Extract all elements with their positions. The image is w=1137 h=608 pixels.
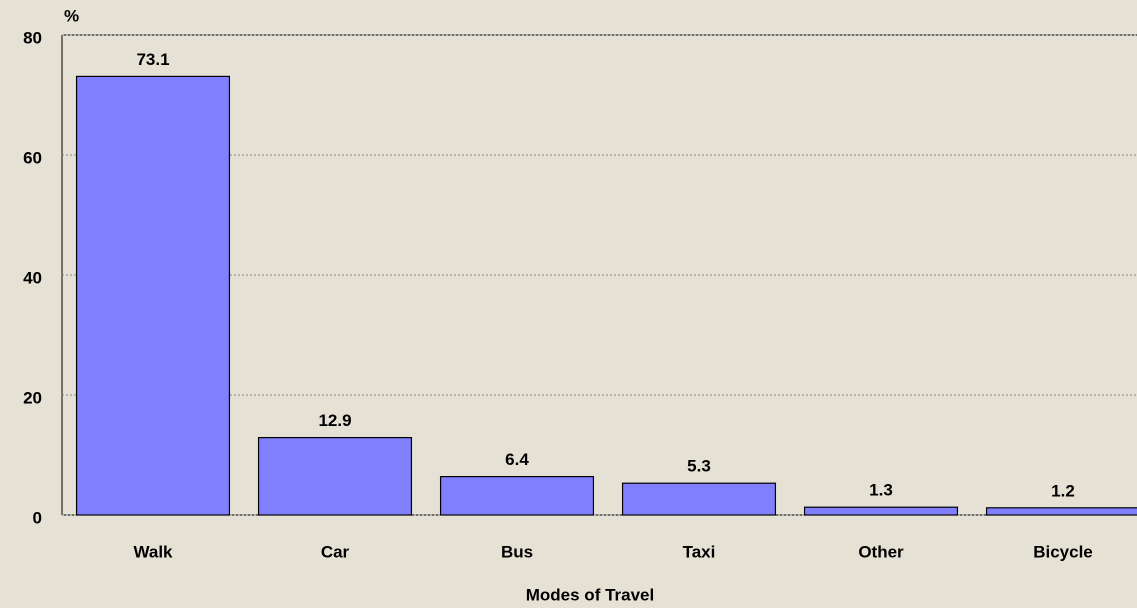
x-tick-label: Taxi bbox=[683, 542, 716, 561]
bar bbox=[985, 507, 1137, 516]
y-tick-label: 80 bbox=[23, 28, 42, 47]
value-label: 12.9 bbox=[318, 411, 351, 430]
bar bbox=[75, 75, 231, 516]
y-tick-label: 20 bbox=[23, 388, 42, 407]
bar bbox=[257, 437, 413, 516]
value-label: 73.1 bbox=[136, 50, 169, 69]
x-tick-label: Car bbox=[321, 542, 350, 561]
x-tick-label: Walk bbox=[133, 542, 173, 561]
x-tick-label: Bicycle bbox=[1033, 542, 1093, 561]
value-label: 5.3 bbox=[687, 457, 711, 476]
y-axis-title: % bbox=[64, 6, 79, 25]
value-label: 1.3 bbox=[869, 481, 893, 500]
y-tick-label: 60 bbox=[23, 148, 42, 167]
value-label: 1.2 bbox=[1051, 481, 1075, 500]
x-axis-title: Modes of Travel bbox=[526, 585, 654, 604]
bar bbox=[803, 506, 959, 516]
bar bbox=[621, 482, 777, 516]
x-tick-label: Bus bbox=[501, 542, 533, 561]
y-tick-label: 0 bbox=[33, 508, 42, 527]
y-tick-label: 40 bbox=[23, 268, 42, 287]
bar bbox=[439, 476, 595, 516]
value-label: 6.4 bbox=[505, 450, 529, 469]
x-tick-label: Other bbox=[858, 542, 904, 561]
